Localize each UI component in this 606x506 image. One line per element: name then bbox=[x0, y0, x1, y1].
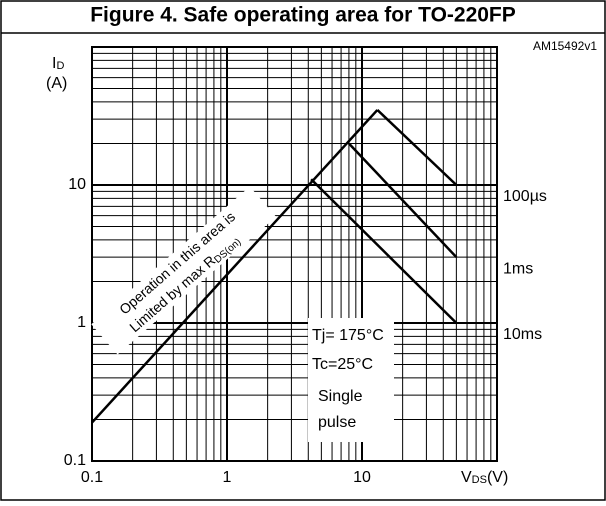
plot-border bbox=[91, 46, 498, 462]
axis-label-main: I bbox=[52, 55, 56, 72]
conditions-bg bbox=[308, 318, 394, 442]
axis-label-unit: (V) bbox=[487, 469, 508, 486]
y-tick-label: 1 bbox=[77, 314, 86, 331]
y-tick-label: 0.1 bbox=[64, 452, 86, 469]
note-bg bbox=[91, 186, 277, 355]
soa-line bbox=[376, 109, 458, 186]
axis-label-main: V bbox=[461, 469, 472, 486]
axis-label: VDS(V) bbox=[461, 469, 508, 486]
x-tick-label: 0.1 bbox=[81, 469, 103, 486]
figure-code: AM15492v1 bbox=[533, 39, 597, 53]
condition: Tc=25°C bbox=[312, 356, 373, 373]
y-tick-label: 10 bbox=[68, 176, 86, 193]
x-tick-label: 10 bbox=[353, 469, 371, 486]
condition: Single bbox=[318, 388, 363, 405]
axis-label-sub: D bbox=[56, 60, 64, 72]
curve-label: 1ms bbox=[503, 260, 533, 277]
axis-label-unit: (A) bbox=[46, 75, 67, 92]
condition: Tj= 175°C bbox=[312, 327, 384, 344]
axis-label-sub: DS bbox=[472, 474, 487, 486]
soa-line bbox=[310, 178, 458, 324]
condition: pulse bbox=[318, 414, 356, 431]
chart-title: Figure 4. Safe operating area for TO-220… bbox=[90, 4, 516, 27]
grid bbox=[91, 46, 498, 462]
soa-line bbox=[91, 109, 379, 424]
curve-label: 100µs bbox=[503, 188, 547, 205]
x-tick-label: 1 bbox=[223, 469, 232, 486]
axis-label: ID bbox=[52, 55, 64, 72]
curve-label: 10ms bbox=[503, 326, 542, 343]
soa-line bbox=[348, 142, 458, 259]
